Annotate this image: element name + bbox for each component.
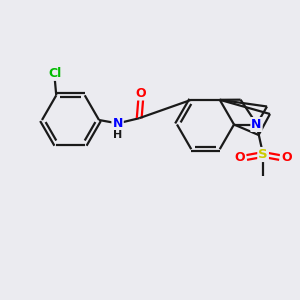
Text: S: S bbox=[258, 148, 268, 161]
Text: O: O bbox=[135, 86, 146, 100]
Text: O: O bbox=[235, 151, 245, 164]
Text: N: N bbox=[251, 118, 262, 131]
Text: H: H bbox=[113, 130, 122, 140]
Text: Cl: Cl bbox=[48, 67, 61, 80]
Text: N: N bbox=[112, 117, 123, 130]
Text: O: O bbox=[281, 151, 292, 164]
